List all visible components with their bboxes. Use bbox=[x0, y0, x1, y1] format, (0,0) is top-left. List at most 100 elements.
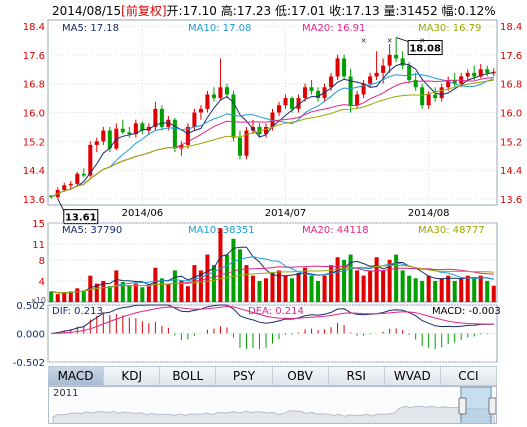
volume-bar bbox=[446, 275, 451, 302]
macd-legend-2: MACD: -0.003 bbox=[432, 306, 501, 317]
price-tick-left: 18.4 bbox=[23, 22, 45, 33]
tab-boll[interactable]: BOLL bbox=[160, 367, 217, 385]
tab-kdj[interactable]: KDJ bbox=[104, 367, 161, 385]
price-tick-right: 16.0 bbox=[500, 109, 522, 120]
date-tick-label: 2014/08 bbox=[408, 208, 450, 219]
volume-bar bbox=[452, 280, 457, 302]
volume-ma-line bbox=[51, 246, 494, 294]
volume-bar bbox=[491, 285, 496, 302]
tab-cci[interactable]: CCI bbox=[441, 367, 497, 385]
volume-bar bbox=[55, 294, 60, 302]
volume-bar bbox=[459, 278, 464, 302]
candle-body bbox=[49, 195, 54, 198]
annotation-label: 18.08 bbox=[409, 44, 441, 55]
volume-bar bbox=[355, 270, 360, 302]
top-marker-icon: ✕ bbox=[419, 37, 425, 45]
price-tick-left: 14.4 bbox=[23, 166, 45, 177]
candle-body bbox=[68, 183, 73, 186]
volume-bar bbox=[283, 275, 288, 302]
volume-bar bbox=[361, 275, 366, 302]
price-tick-left: 16.8 bbox=[23, 80, 45, 91]
ma10-line bbox=[51, 73, 494, 198]
price-tick-left: 16.0 bbox=[23, 109, 45, 120]
candle-body bbox=[101, 130, 106, 142]
volume-bar bbox=[250, 275, 255, 302]
candle-body bbox=[420, 87, 425, 106]
candle-body bbox=[94, 141, 99, 145]
volume-bar bbox=[439, 278, 444, 302]
tab-wvad[interactable]: WVAD bbox=[385, 367, 441, 385]
volume-bar bbox=[290, 278, 295, 302]
volume-bar bbox=[159, 278, 164, 302]
price-tick-left: 17.6 bbox=[23, 51, 45, 62]
candle-body bbox=[140, 123, 145, 131]
candle-body bbox=[218, 87, 223, 99]
navigator-handle[interactable] bbox=[488, 397, 496, 415]
volume-bar bbox=[348, 254, 353, 302]
tab-rsi[interactable]: RSI bbox=[329, 367, 385, 385]
candle-body bbox=[211, 94, 216, 99]
price-tick-left: 15.2 bbox=[23, 137, 45, 148]
navigator-handle[interactable] bbox=[458, 397, 467, 415]
candle-body bbox=[263, 126, 269, 135]
candle-body bbox=[394, 54, 399, 59]
candle-body bbox=[107, 130, 112, 149]
candle-body bbox=[237, 137, 242, 156]
candle-body bbox=[120, 128, 125, 133]
adjust-mode[interactable]: [前复权] bbox=[121, 4, 167, 18]
volume-bar bbox=[127, 285, 132, 302]
volume-bar bbox=[49, 291, 54, 302]
volume-bar bbox=[303, 267, 308, 302]
volume-bar bbox=[322, 275, 327, 302]
volume-bar bbox=[68, 291, 73, 302]
volume-bar bbox=[263, 278, 269, 302]
candle-body bbox=[231, 94, 236, 138]
candle-body bbox=[342, 58, 347, 77]
candle-body bbox=[446, 80, 451, 88]
volume-bar bbox=[94, 283, 99, 302]
candle-body bbox=[166, 119, 171, 127]
volume-bar bbox=[120, 281, 125, 302]
candle-body bbox=[270, 112, 275, 127]
candle-body bbox=[88, 144, 93, 176]
high-price: 高:17.23 bbox=[220, 4, 272, 18]
volume-ma-line bbox=[51, 264, 494, 294]
volume-value: 量:31452 bbox=[383, 4, 438, 18]
top-marker-icon: ✕ bbox=[361, 37, 367, 45]
candle-body bbox=[153, 108, 158, 127]
volume-bar bbox=[172, 270, 177, 302]
time-navigator[interactable]: 2011 bbox=[48, 386, 497, 424]
volume-bar bbox=[413, 278, 418, 302]
volume-bar bbox=[316, 280, 321, 302]
volume-unit-label: x10 bbox=[31, 296, 46, 305]
volume-bar bbox=[368, 270, 373, 302]
volume-tick-left: 15 bbox=[32, 219, 45, 230]
volume-bar bbox=[485, 280, 490, 302]
tab-psy[interactable]: PSY bbox=[216, 367, 273, 385]
candle-body bbox=[296, 98, 301, 109]
candle-body bbox=[478, 69, 483, 77]
volume-bar bbox=[198, 270, 203, 302]
annotation-box bbox=[63, 209, 99, 225]
volume-bar bbox=[478, 275, 483, 302]
candle-body bbox=[309, 87, 314, 91]
candle-body bbox=[439, 87, 444, 99]
navigator-year-label: 2011 bbox=[53, 388, 79, 399]
price-ma-legend-1: MA10: 17.08 bbox=[188, 23, 251, 34]
volume-bar bbox=[101, 280, 106, 302]
price-tick-right: 16.8 bbox=[500, 80, 522, 91]
tab-macd[interactable]: MACD bbox=[48, 367, 105, 385]
volume-bar bbox=[309, 275, 314, 302]
macd-legend-0: DIF: 0.213 bbox=[52, 306, 103, 317]
macd-tick-left: 0.502 bbox=[16, 301, 45, 312]
price-tick-right: 18.4 bbox=[500, 22, 522, 33]
candle-body bbox=[224, 87, 229, 95]
volume-ma-legend-2: MA20: 44118 bbox=[302, 225, 369, 236]
candle-body bbox=[244, 130, 249, 156]
volume-bar bbox=[329, 265, 334, 302]
tab-obv[interactable]: OBV bbox=[273, 367, 329, 385]
quote-date: 2014/08/15 bbox=[52, 4, 122, 18]
candle-body bbox=[198, 108, 203, 113]
candle-body bbox=[185, 126, 190, 145]
